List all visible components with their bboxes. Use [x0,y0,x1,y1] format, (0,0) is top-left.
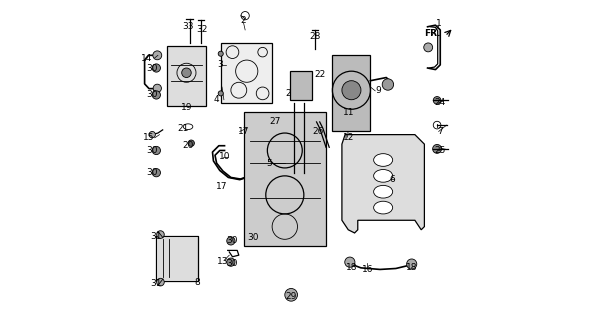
Circle shape [218,51,223,56]
Text: 29: 29 [286,292,297,301]
Circle shape [433,97,441,104]
Circle shape [227,237,235,245]
Circle shape [433,144,441,153]
Circle shape [152,91,161,99]
Text: 30: 30 [146,168,158,177]
Text: 23: 23 [286,89,297,98]
Circle shape [152,169,161,177]
Polygon shape [158,238,198,279]
Text: 26: 26 [312,127,324,136]
Circle shape [152,146,161,155]
Text: 25: 25 [434,146,446,155]
Polygon shape [333,55,371,132]
Text: 17: 17 [238,127,249,136]
Text: 30: 30 [248,233,259,242]
Text: 19: 19 [181,103,192,112]
Text: 28: 28 [309,32,321,41]
Text: 1: 1 [436,19,441,28]
Text: 21: 21 [178,124,189,133]
Circle shape [188,140,195,146]
Text: 11: 11 [343,108,354,117]
Text: 20: 20 [183,141,194,150]
Circle shape [153,84,161,92]
Polygon shape [243,112,326,246]
Text: 7: 7 [437,127,443,136]
Text: 24: 24 [434,99,446,108]
Text: 5: 5 [266,159,272,168]
Circle shape [156,278,164,286]
Text: 30: 30 [146,91,158,100]
Text: 16: 16 [362,265,373,274]
Text: 8: 8 [195,278,201,287]
Circle shape [152,64,161,72]
Text: 27: 27 [270,117,281,126]
Circle shape [181,68,191,77]
Polygon shape [221,43,272,103]
Ellipse shape [374,201,393,214]
Text: 30: 30 [227,236,238,245]
Text: 10: 10 [219,152,230,161]
Circle shape [227,258,235,266]
Text: 2: 2 [241,16,246,25]
Circle shape [285,288,298,301]
Circle shape [382,79,394,90]
Text: 31: 31 [151,279,162,288]
Text: 31: 31 [151,232,162,241]
Polygon shape [167,46,205,106]
Polygon shape [290,71,312,100]
Text: 18: 18 [346,263,357,272]
Text: 33: 33 [182,22,194,31]
Polygon shape [342,135,424,233]
Text: 15: 15 [143,133,154,142]
Text: 18: 18 [406,263,418,272]
Circle shape [153,51,162,60]
Text: 4: 4 [214,95,220,104]
Text: 30: 30 [146,146,158,155]
Text: 9: 9 [375,86,381,95]
Text: 12: 12 [343,133,354,142]
Circle shape [149,132,155,138]
Ellipse shape [374,170,393,182]
Text: 30: 30 [227,259,238,268]
Text: 14: 14 [141,54,152,63]
Ellipse shape [374,185,393,198]
Circle shape [406,259,416,269]
Ellipse shape [374,154,393,166]
Text: 6: 6 [390,174,396,184]
Text: 30: 30 [146,63,158,73]
Text: 17: 17 [215,182,227,191]
Circle shape [218,91,223,96]
Circle shape [424,43,433,52]
Circle shape [345,257,355,267]
Text: 13: 13 [217,257,228,266]
Text: 22: 22 [314,70,325,79]
Text: 32: 32 [196,25,208,35]
Circle shape [156,231,164,238]
Text: 3: 3 [217,60,223,69]
Text: FR.: FR. [424,28,440,38]
Circle shape [342,81,361,100]
